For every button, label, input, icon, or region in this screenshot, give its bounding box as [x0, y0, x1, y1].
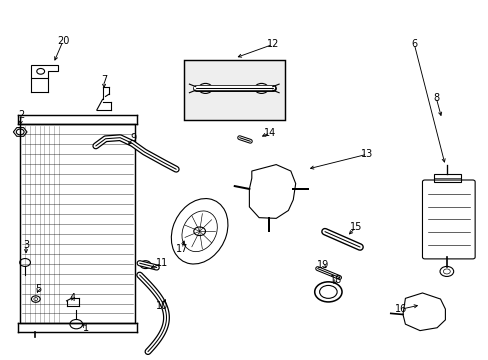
Text: 8: 8 [432, 93, 438, 103]
Text: 10: 10 [155, 301, 167, 311]
Text: 7: 7 [101, 75, 107, 85]
Text: 17: 17 [176, 244, 188, 254]
Text: 18: 18 [329, 275, 342, 285]
Text: 20: 20 [57, 36, 69, 46]
Text: 16: 16 [395, 304, 407, 314]
Bar [183, 59, 285, 120]
Text: 15: 15 [349, 222, 361, 232]
Text: 1: 1 [83, 323, 89, 333]
Bar [433, 174, 460, 182]
Text: 4: 4 [70, 293, 76, 303]
Text: 3: 3 [23, 239, 29, 249]
Text: 11: 11 [155, 258, 167, 268]
Bar [20, 125, 135, 323]
Text: 12: 12 [266, 40, 278, 49]
Text: 2: 2 [18, 111, 24, 121]
Text: 5: 5 [35, 284, 41, 294]
Text: 6: 6 [410, 39, 416, 49]
Text: 14: 14 [264, 128, 276, 138]
Text: 19: 19 [317, 260, 329, 270]
Text: 9: 9 [130, 133, 136, 143]
Text: 13: 13 [361, 149, 373, 159]
